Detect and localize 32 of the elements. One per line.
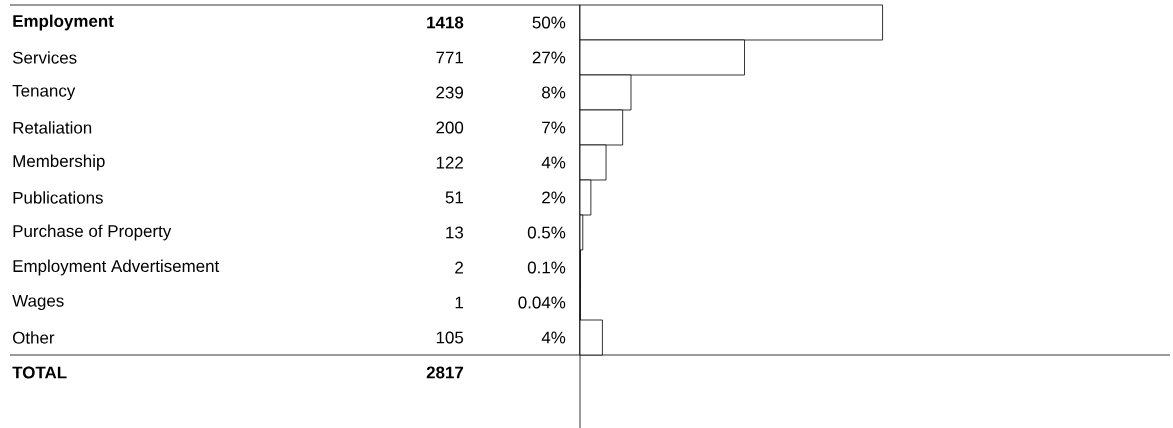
data-label: 200 [436, 121, 464, 134]
text: 2% [542, 191, 566, 204]
data-label: 771 [436, 51, 463, 64]
text: 0.5% [527, 226, 566, 239]
y-tick-label: Services [12, 51, 77, 64]
y-tick-label: Tenancy [12, 84, 76, 101]
text: 50% [532, 16, 566, 29]
text: 0.04% [518, 296, 566, 309]
text: 4% [541, 331, 566, 344]
data-label: 1 [455, 296, 463, 309]
y-tick-label: Purchase of Property [13, 224, 172, 241]
y-tick-label: Publications [13, 191, 103, 204]
text: 7% [542, 121, 566, 134]
data-label: 1418 [427, 16, 464, 29]
data-label: 122 [436, 156, 463, 169]
data-label: 13 [446, 226, 464, 239]
text: 2817 [426, 366, 464, 379]
data-label: 239 [436, 86, 463, 99]
text: 0.1% [527, 261, 566, 274]
y-tick-label: Retaliation [13, 121, 92, 134]
text: 27% [532, 51, 566, 64]
text: 8% [542, 86, 566, 99]
y-tick-label: Employment [13, 14, 114, 31]
text: 4% [541, 156, 566, 169]
text: TOTAL [12, 366, 67, 379]
data-label: 105 [436, 331, 464, 344]
y-tick-label: Employment Advertisement [13, 259, 220, 276]
y-tick-label: Membership [13, 154, 105, 171]
y-tick-label: Wages [12, 294, 64, 311]
data-label: 51 [445, 191, 463, 204]
data-label: 2 [455, 261, 463, 274]
y-tick-label: Other [12, 331, 55, 344]
